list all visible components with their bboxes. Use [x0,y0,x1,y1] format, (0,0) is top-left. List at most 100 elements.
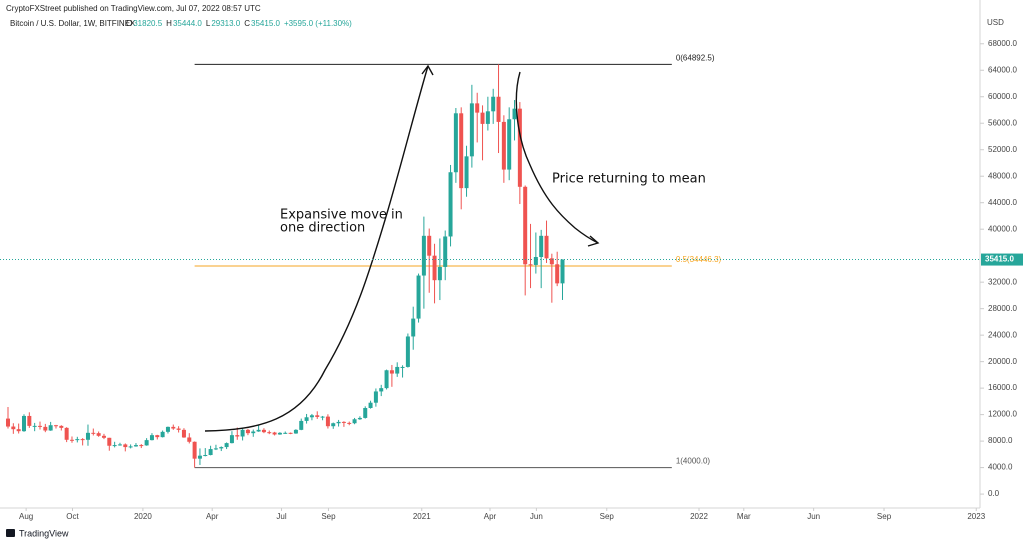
candle-body [331,423,336,427]
candle-body [352,419,357,424]
candle-body [272,432,277,435]
legend-value: 29313.0 [211,19,240,28]
candle-body [192,441,197,459]
last-price-tag [981,253,1023,266]
x-tick-label: 2021 [413,512,431,521]
x-tick-label: Sep [877,512,892,521]
x-tick-label: Apr [484,512,497,521]
candle-body [229,435,234,444]
y-tick-label: 12000.0 [988,410,1017,419]
last-price-label: 35415.0 [985,255,1014,264]
candle-body [85,432,90,440]
candle-body [416,275,421,319]
symbol-line: Bitcoin / U.S. Dollar, 1W, BITFINEX [10,19,136,28]
candle-body [219,447,224,449]
candle-body [512,108,517,120]
candle-body [459,113,464,189]
y-axis-label: USD [987,18,1004,27]
candle-body [469,103,474,157]
candle-body [256,429,261,432]
candle-body [315,415,320,417]
candle-body [37,425,42,427]
candle-body [368,402,373,408]
candle-body [53,425,58,427]
candle-body [171,426,176,429]
candle-body [203,455,208,457]
candle-body [560,259,565,284]
y-tick-label: 68000.0 [988,39,1017,48]
candle-body [501,121,506,170]
candle-body [437,266,442,281]
y-tick-label: 8000.0 [988,436,1013,445]
candle-body [160,431,165,438]
candle-body [496,96,501,122]
candle-body [523,186,528,265]
candle-body [421,235,426,276]
y-tick-label: 32000.0 [988,277,1017,286]
y-tick-label: 40000.0 [988,224,1017,233]
candle-body [549,258,554,265]
candle-body [464,156,469,189]
candle-body [341,421,346,423]
tradingview-logo: TradingView [19,528,69,538]
annotation: one direction [280,221,365,236]
candle-body [112,445,117,447]
hand-drawn-curve-down [515,71,599,244]
y-tick-label: 52000.0 [988,145,1017,154]
y-tick-label: 0.0 [988,489,1000,498]
candle-body [475,103,480,113]
candle-body [288,432,293,434]
candle-body [144,440,149,446]
fib-label: 0.5(34446.3) [676,255,722,264]
candle-body [507,119,512,170]
candle-body [363,408,368,418]
fib-label: 0(64892.5) [676,53,715,62]
publisher-line: CryptoFXStreet published on TradingView.… [6,4,261,13]
candle-body [533,257,538,265]
candle-body [149,435,154,441]
candle-body [16,429,21,432]
legend-key: H [166,19,172,28]
candle-body [117,444,122,446]
candle-body [400,366,405,368]
candle-body [208,449,213,456]
y-tick-label: 64000.0 [988,65,1017,74]
candle-body [347,422,352,424]
annotation: Price returning to mean [552,172,706,187]
x-tick-label: Sep [321,512,336,521]
candle-body [5,418,10,427]
candle-body [27,415,32,426]
candle-body [485,111,490,124]
candle-body [75,439,80,441]
candle-body [427,235,432,256]
candle-body [267,432,272,434]
arrow-head [421,64,434,76]
candle-body [491,96,496,112]
candle-body [453,113,458,173]
candle-body [336,421,341,424]
candle-body [155,435,160,438]
x-tick-label: Mar [737,512,751,521]
footer [0,526,1024,544]
annotation: Expansive move in [280,208,403,223]
legend-key: O [126,19,132,28]
candle-body [357,417,362,420]
candle-body [59,425,64,428]
candle-body [96,433,101,436]
x-tick-label: Jun [530,512,543,521]
candle-body [443,236,448,267]
candle-body [384,370,389,389]
candle-body [251,431,256,434]
plot-area: 0(64892.5) 0.5(34446.3) 1(4000.0) [5,53,722,469]
y-tick-label: 20000.0 [988,357,1017,366]
candle-body [107,437,112,446]
candle-body [64,427,69,440]
candle-body [373,391,378,403]
x-tick-label: Oct [66,512,79,521]
candle-body [325,416,330,427]
x-tick-label: 2023 [967,512,985,521]
legend-change: +3595.0 (+11.30%) [284,19,352,28]
y-tick-label: 16000.0 [988,383,1017,392]
